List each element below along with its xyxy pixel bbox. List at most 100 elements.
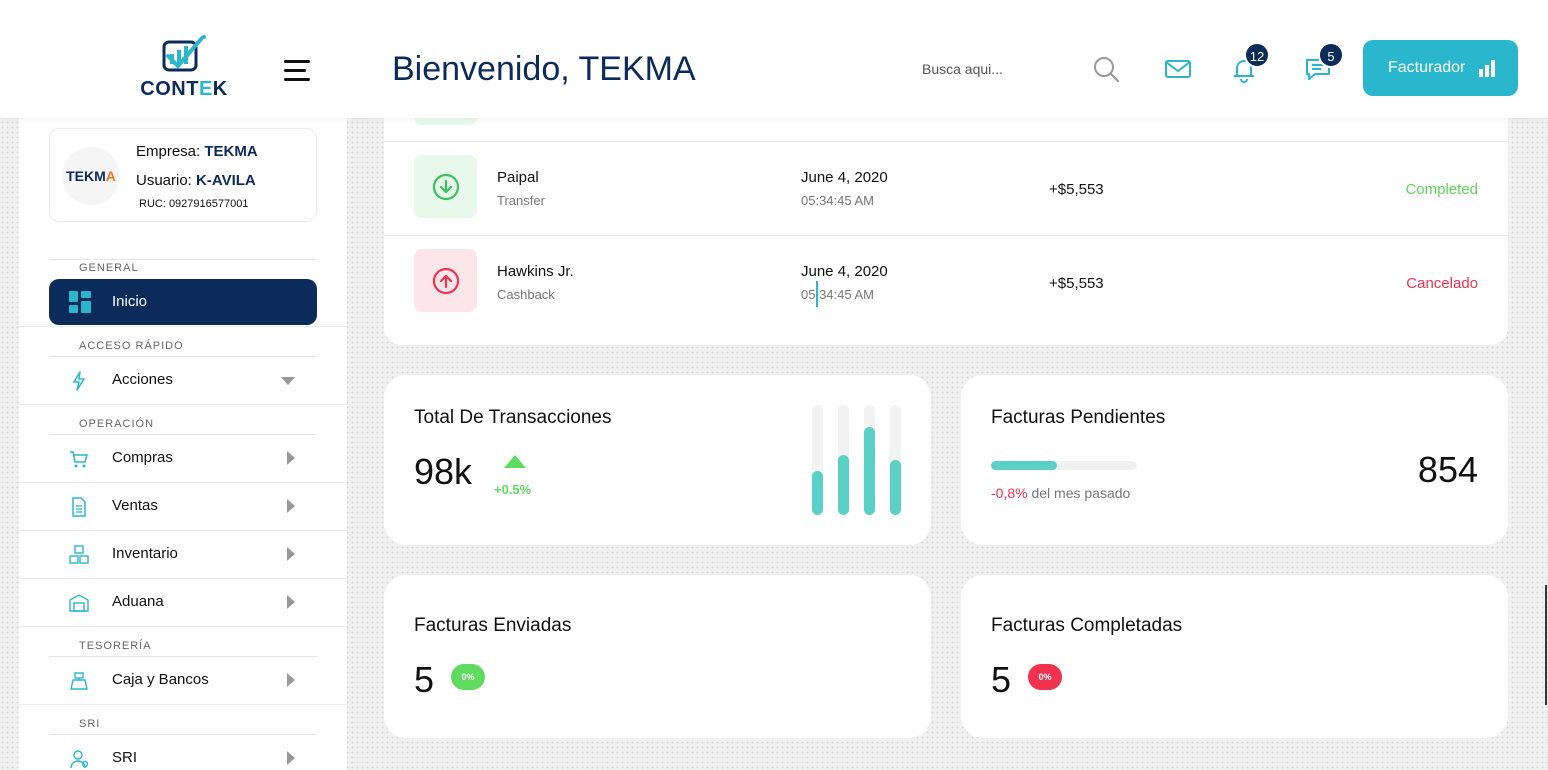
section-sri: SRI <box>79 718 101 730</box>
scrollbar-thumb[interactable] <box>1545 585 1547 705</box>
transaction-date: June 4, 2020 <box>801 263 888 280</box>
sidebar-item-label: Aduana <box>112 593 164 610</box>
sidebar-item-sri[interactable]: SRI <box>49 735 317 770</box>
ruc-text: RUC: 0927916577001 <box>139 198 249 210</box>
arrow-down-circle-icon <box>432 173 459 200</box>
chevron-right-icon <box>287 673 295 687</box>
sidebar-item-aduana[interactable]: Aduana <box>49 579 317 625</box>
pendientes-change: -0,8% <box>991 485 1028 501</box>
transaction-date: June 4, 2020 <box>801 169 888 186</box>
section-tesoreria: TESORERÍA <box>79 640 152 652</box>
sidebar-item-compras[interactable]: Compras <box>49 435 317 481</box>
progress-fill <box>991 461 1057 470</box>
cash-register-icon <box>70 672 88 690</box>
sidebar-item-inicio[interactable]: Inicio <box>49 279 317 325</box>
chevron-right-icon <box>287 595 295 609</box>
sidebar-item-caja-bancos[interactable]: Caja y Bancos <box>49 657 317 703</box>
transaction-type: Transfer <box>497 193 545 208</box>
mail-icon[interactable] <box>1163 54 1193 84</box>
status-badge: Completed <box>1405 181 1478 198</box>
row-divider <box>384 141 1508 142</box>
sidebar-item-label: Caja y Bancos <box>112 671 209 688</box>
search-input[interactable] <box>922 56 1072 82</box>
pendientes-change-suffix: del mes pasado <box>1031 485 1131 501</box>
total-value: 98k <box>414 451 473 492</box>
divider <box>19 482 347 483</box>
sidebar-item-label: Compras <box>112 449 173 466</box>
bar-track <box>890 405 901 515</box>
logo-text: CONTEK <box>140 78 228 100</box>
empresa-line: Empresa: TEKMA <box>136 143 258 160</box>
company-card: TEKM A Empresa: TEKMA Usuario: K-AVILA RU… <box>49 128 317 222</box>
status-badge: Cancelado <box>1406 275 1478 292</box>
facturas-enviadas-card: Facturas Enviadas 5 0% <box>384 575 931 738</box>
divider <box>19 578 347 579</box>
facturas-completadas-card: Facturas Completadas 5 0% <box>961 575 1508 738</box>
sidebar-item-label: SRI <box>112 749 138 766</box>
chevron-right-icon <box>287 499 295 513</box>
transaction-amount: +$5,553 <box>1049 181 1104 198</box>
divider <box>19 530 347 531</box>
trend-up-icon <box>504 455 526 468</box>
section-general: GENERAL <box>79 262 139 274</box>
company-logo: TEKM A <box>62 147 120 205</box>
transaction-type: Cashback <box>497 287 555 302</box>
divider <box>49 734 317 735</box>
sidebar-item-label: Inventario <box>112 545 178 562</box>
card-title: Facturas Enviadas <box>414 615 572 636</box>
pendientes-value: 854 <box>1417 449 1478 490</box>
pendientes-change-text: -0,8% del mes pasado <box>991 485 1130 501</box>
sidebar-item-acciones[interactable]: Acciones <box>49 357 317 403</box>
divider <box>49 656 317 657</box>
warehouse-icon <box>69 594 89 612</box>
text-cursor <box>816 281 818 307</box>
transaction-name: Hawkins Jr. <box>497 263 574 280</box>
sidebar-item-label: Inicio <box>112 293 148 310</box>
messages-badge: 5 <box>1318 42 1344 68</box>
enviadas-pill: 0% <box>451 664 485 690</box>
menu-toggle-icon[interactable] <box>284 60 312 82</box>
bar-fill <box>812 471 823 515</box>
section-operacion: OPERACIÓN <box>79 418 155 430</box>
transactions-card: Paipal Transfer June 4, 2020 05:34:45 AM… <box>384 80 1508 345</box>
facturador-button[interactable]: Facturador <box>1363 40 1518 96</box>
bar-track <box>838 405 849 515</box>
bar-chart-icon <box>1479 60 1495 77</box>
sidebar-item-label: Ventas <box>112 497 158 514</box>
divider <box>49 259 317 260</box>
cart-icon <box>70 451 88 468</box>
divider <box>19 326 347 327</box>
contek-logo[interactable]: CONTEK <box>132 34 236 100</box>
document-icon <box>72 497 86 517</box>
table-row[interactable]: Hawkins Jr. Cashback June 4, 2020 05:34:… <box>384 235 1508 329</box>
chevron-right-icon <box>287 547 295 561</box>
bar-fill <box>864 427 875 515</box>
user-icon <box>70 750 89 769</box>
total-transacciones-card: Total De Transacciones 98k +0.5% <box>384 375 931 545</box>
search-icon[interactable] <box>1091 54 1121 84</box>
arrow-up-circle-icon <box>432 267 459 294</box>
transaction-time: 05:34:45 AM <box>801 287 874 302</box>
card-title: Total De Transacciones <box>414 407 612 428</box>
sidebar: TEKM A Empresa: TEKMA Usuario: K-AVILA RU… <box>19 118 347 770</box>
chevron-down-icon <box>281 377 295 385</box>
divider <box>19 704 347 705</box>
sidebar-item-ventas[interactable]: Ventas <box>49 483 317 529</box>
dashboard-icon <box>69 291 91 313</box>
boxes-icon <box>69 545 89 564</box>
bar-track <box>812 405 823 515</box>
transaction-icon <box>414 155 477 218</box>
section-acceso-rapido: ACCESO RÁPIDO <box>79 340 184 352</box>
row-divider <box>384 235 1508 236</box>
bar-fill <box>890 460 901 515</box>
facturador-label: Facturador <box>1388 59 1466 76</box>
facturas-pendientes-card: Facturas Pendientes -0,8% del mes pasado… <box>961 375 1508 545</box>
transaction-icon <box>414 249 477 312</box>
table-row[interactable]: Paipal Transfer June 4, 2020 05:34:45 AM… <box>384 141 1508 235</box>
sidebar-item-inventario[interactable]: Inventario <box>49 531 317 577</box>
enviadas-value: 5 <box>414 659 435 700</box>
divider <box>19 404 347 405</box>
divider <box>49 434 317 435</box>
lightning-icon <box>73 371 85 391</box>
divider <box>49 356 317 357</box>
